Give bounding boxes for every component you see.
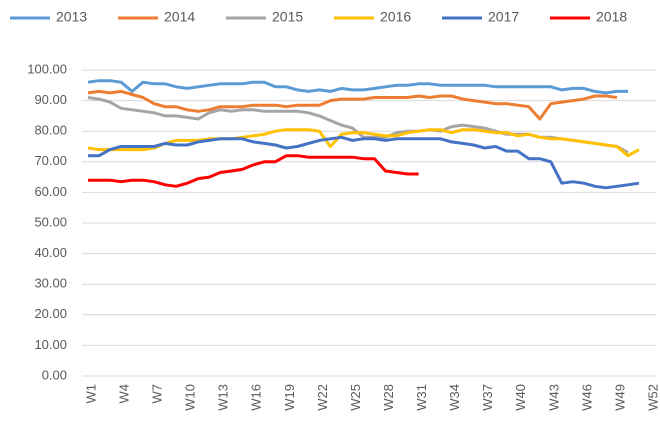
x-tick-label: W46 bbox=[579, 384, 594, 411]
x-tick-label: W40 bbox=[513, 384, 528, 411]
legend-label: 2018 bbox=[596, 9, 627, 25]
series-line bbox=[88, 154, 419, 188]
legend-label: 2015 bbox=[272, 9, 303, 25]
series-line bbox=[87, 89, 618, 121]
legend: 2013 2014 2015 2016 2017 2018 bbox=[10, 9, 627, 25]
y-tick-label: 30.00 bbox=[34, 276, 67, 291]
y-tick-label: 20.00 bbox=[34, 306, 67, 321]
legend-label: 2014 bbox=[164, 9, 195, 25]
x-tick-label: W28 bbox=[381, 384, 396, 411]
y-tick-label: 70.00 bbox=[34, 153, 67, 168]
y-tick-label: 100.00 bbox=[27, 61, 67, 76]
x-tick-label: W52 bbox=[645, 384, 660, 411]
y-tick-label: 80.00 bbox=[34, 123, 67, 138]
x-tick-label: W25 bbox=[348, 384, 363, 411]
x-tick-label: W10 bbox=[183, 384, 198, 411]
y-tick-label: 50.00 bbox=[34, 214, 67, 229]
y-tick-label: 40.00 bbox=[34, 245, 67, 260]
x-tick-label: W49 bbox=[612, 384, 627, 411]
legend-label: 2013 bbox=[56, 9, 87, 25]
x-tick-label: W1 bbox=[83, 384, 98, 404]
series-line bbox=[87, 128, 640, 158]
y-tick-label: 60.00 bbox=[34, 184, 67, 199]
x-tick-label: W37 bbox=[480, 384, 495, 411]
y-tick-label: 90.00 bbox=[34, 92, 67, 107]
x-tick-label: W22 bbox=[315, 384, 330, 411]
x-tick-label: W4 bbox=[116, 384, 131, 404]
x-tick-label: W7 bbox=[150, 384, 165, 404]
legend-label: 2017 bbox=[488, 9, 519, 25]
x-tick-label: W19 bbox=[282, 384, 297, 411]
x-tick-label: W13 bbox=[216, 384, 231, 411]
x-tick-label: W16 bbox=[249, 384, 264, 411]
x-tick-label: W34 bbox=[447, 384, 462, 411]
x-tick-label: W43 bbox=[546, 384, 561, 411]
y-tick-label: 10.00 bbox=[34, 337, 67, 352]
y-tick-label: 0.00 bbox=[42, 367, 67, 382]
series-line bbox=[87, 79, 628, 95]
legend-label: 2016 bbox=[380, 9, 411, 25]
x-tick-label: W31 bbox=[414, 384, 429, 411]
series-line bbox=[88, 135, 640, 190]
